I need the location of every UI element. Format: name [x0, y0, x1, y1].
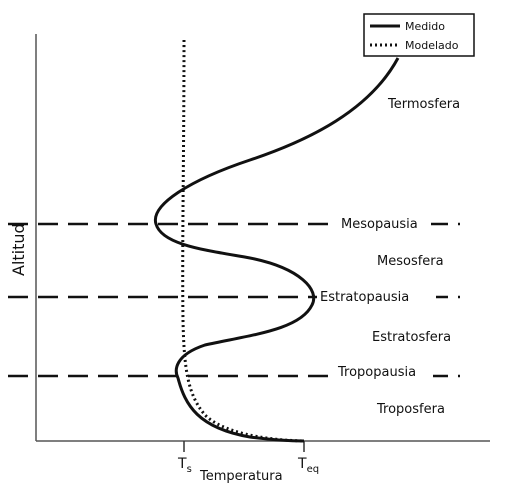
layer-label-estratopausia: Estratopausia: [320, 290, 409, 305]
measured-curve: [153, 57, 400, 443]
layer-label-mesosfera: Mesosfera: [377, 254, 444, 269]
legend-measured-label: Medido: [405, 20, 445, 33]
tick-label-ts: Ts: [177, 456, 192, 475]
mesopausia-label-bg: [333, 214, 431, 234]
legend: Medido Modelado: [363, 13, 475, 57]
tick-label-teq: Teq: [297, 456, 319, 475]
layer-label-termosfera: Termosfera: [387, 97, 460, 112]
legend-box: [363, 13, 475, 57]
x-axis-title: Temperatura: [199, 469, 283, 484]
tropopausia-label-bg: [335, 366, 433, 386]
modeled-curve: [181, 39, 305, 443]
layer-label-troposfera: Troposfera: [376, 402, 445, 417]
estratopausia-label-bg: [317, 287, 436, 307]
layer-label-mesopausia: Mesopausia: [341, 217, 418, 232]
layer-label-tropopausia: Tropopausia: [337, 365, 416, 380]
y-axis-title: Altitud: [9, 223, 28, 276]
legend-modeled-label: Modelado: [405, 39, 459, 52]
layer-label-estratosfera: Estratosfera: [372, 330, 451, 345]
